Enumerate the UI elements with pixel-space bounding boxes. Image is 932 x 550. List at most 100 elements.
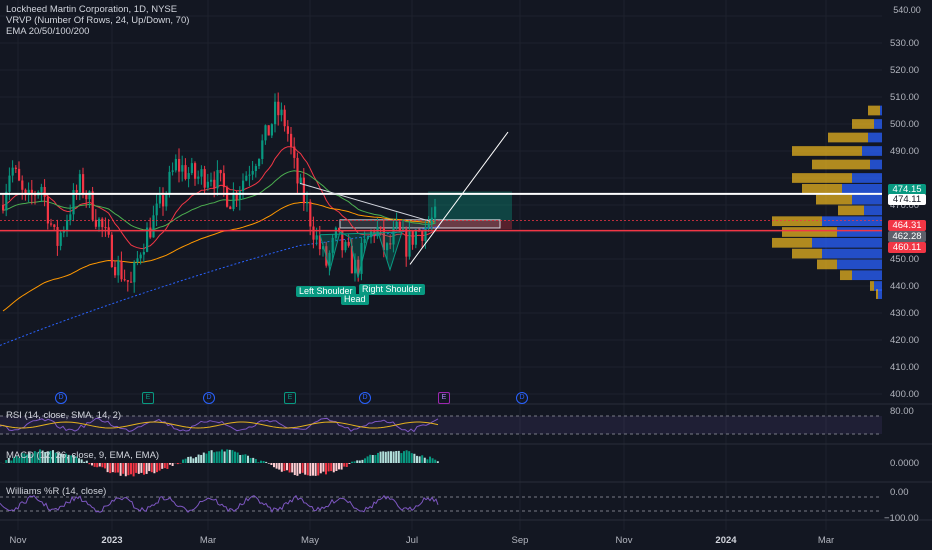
price-axis-label: 520.00 bbox=[890, 65, 919, 76]
macd-bar bbox=[332, 463, 335, 473]
candle-body bbox=[382, 228, 385, 251]
candle-body bbox=[149, 227, 152, 238]
macd-bar bbox=[119, 463, 122, 476]
williams-title[interactable]: Williams %R (14, close) bbox=[6, 486, 107, 497]
candle-body bbox=[72, 190, 75, 215]
level-tag-474-11[interactable]: 474.11 bbox=[888, 194, 926, 205]
candle-body bbox=[258, 158, 261, 167]
candle-body bbox=[98, 218, 101, 227]
macd-bar bbox=[426, 459, 429, 463]
macd-bar bbox=[205, 453, 208, 463]
volume-profile-down-bar bbox=[838, 205, 864, 216]
svg-text:80.00: 80.00 bbox=[890, 406, 914, 417]
macd-bar bbox=[208, 451, 210, 463]
head-shoulders-pattern[interactable] bbox=[319, 231, 403, 279]
candle-body bbox=[357, 259, 360, 274]
candle-body bbox=[139, 254, 142, 259]
ema200-line bbox=[0, 226, 441, 346]
macd-bar bbox=[91, 463, 93, 466]
candle-body bbox=[46, 196, 49, 224]
macd-bar bbox=[325, 463, 327, 475]
macd-bar bbox=[65, 453, 67, 463]
candle-body bbox=[187, 173, 190, 179]
macd-bar bbox=[286, 463, 288, 471]
pattern-head[interactable]: Head bbox=[341, 294, 369, 305]
dividend-event-icon[interactable]: D bbox=[359, 392, 371, 404]
macd-bar bbox=[234, 451, 236, 463]
macd-bar bbox=[405, 450, 408, 463]
earnings-event-icon[interactable]: E bbox=[142, 392, 154, 404]
macd-bar bbox=[429, 456, 431, 463]
ema-indicator-label[interactable]: EMA 20/50/100/200 bbox=[6, 26, 90, 37]
candle-body bbox=[392, 227, 395, 245]
loss-zone[interactable] bbox=[428, 220, 512, 230]
macd-bar bbox=[353, 461, 356, 463]
candle-body bbox=[101, 218, 104, 228]
macd-bar bbox=[72, 455, 75, 463]
macd-bar bbox=[228, 449, 231, 463]
macd-bar bbox=[293, 463, 296, 476]
macd-title[interactable]: MACD (12, 26, close, 9, EMA, EMA) bbox=[6, 450, 160, 461]
candle-body bbox=[354, 259, 357, 274]
earnings-event-icon[interactable]: E bbox=[438, 392, 450, 404]
macd-bar bbox=[343, 463, 346, 467]
trend-line[interactable] bbox=[299, 182, 431, 222]
price-tag-460-11[interactable]: 460.11 bbox=[888, 242, 926, 253]
candle-body bbox=[210, 179, 213, 182]
dividend-event-icon[interactable]: D bbox=[55, 392, 67, 404]
profit-zone[interactable] bbox=[428, 191, 512, 221]
price-tag-464-31[interactable]: 464.31 bbox=[888, 220, 926, 231]
macd-bar bbox=[309, 463, 312, 476]
macd-bar bbox=[403, 451, 405, 463]
candle-body bbox=[274, 101, 277, 125]
macd-bar bbox=[366, 456, 369, 463]
macd-bar bbox=[423, 457, 426, 463]
macd-bar bbox=[182, 459, 184, 463]
macd-bar bbox=[226, 449, 229, 463]
projection-line[interactable] bbox=[409, 131, 509, 265]
price-axis[interactable]: 530.00520.00510.00500.00490.00470.00460.… bbox=[890, 38, 919, 400]
time-axis-label: Nov bbox=[10, 535, 27, 546]
dividend-event-icon[interactable]: D bbox=[516, 392, 528, 404]
candle-body bbox=[414, 230, 417, 245]
volume-profile-up-bar bbox=[837, 227, 882, 237]
svg-text:0.0000: 0.0000 bbox=[890, 458, 919, 469]
macd-bar bbox=[184, 458, 187, 463]
macd-bar bbox=[291, 463, 294, 473]
time-axis[interactable]: Nov 2023 Mar May Jul Sep Nov 2024 Mar bbox=[10, 535, 835, 546]
candle-body bbox=[379, 226, 382, 229]
macd-bar bbox=[351, 461, 353, 463]
price-axis-label: 410.00 bbox=[890, 362, 919, 373]
candle-body bbox=[245, 175, 248, 181]
macd-bar bbox=[13, 457, 15, 463]
macd-bar bbox=[166, 463, 169, 469]
macd-bar bbox=[192, 458, 195, 463]
candle-body bbox=[194, 163, 197, 179]
time-axis-label: Sep bbox=[512, 535, 529, 546]
dividend-event-icon[interactable]: D bbox=[203, 392, 215, 404]
candle-body bbox=[56, 227, 59, 246]
volume-profile-up-bar bbox=[862, 146, 882, 156]
earnings-event-icon[interactable]: E bbox=[284, 392, 296, 404]
vrvp-indicator-label[interactable]: VRVP (Number Of Rows, 24, Up/Down, 70) bbox=[6, 15, 190, 26]
price-tag-462-28[interactable]: 462.28 bbox=[888, 231, 926, 242]
macd-bar bbox=[54, 452, 57, 463]
ema-tag-474-15[interactable]: 474.15 bbox=[888, 184, 926, 195]
symbol-title[interactable]: Lockheed Martin Corporation, 1D, NYSE bbox=[6, 4, 178, 15]
candle-body bbox=[110, 234, 113, 268]
price-axis-label: 500.00 bbox=[890, 119, 919, 130]
pattern-right-shoulder[interactable]: Right Shoulder bbox=[359, 284, 425, 295]
macd-bar bbox=[327, 463, 330, 472]
candle-body bbox=[347, 241, 350, 246]
rsi-title[interactable]: RSI (14, close, SMA, 14, 2) bbox=[6, 410, 122, 421]
macd-bar bbox=[361, 459, 364, 463]
candle-body bbox=[277, 101, 280, 116]
macd-bar bbox=[278, 463, 281, 470]
macd-bar bbox=[153, 463, 156, 474]
macd-bar bbox=[239, 455, 242, 463]
macd-bar bbox=[299, 463, 301, 474]
macd-bar bbox=[436, 461, 439, 463]
pattern-left-shoulder[interactable]: Left Shoulder bbox=[296, 286, 356, 297]
macd-bar bbox=[408, 451, 411, 463]
